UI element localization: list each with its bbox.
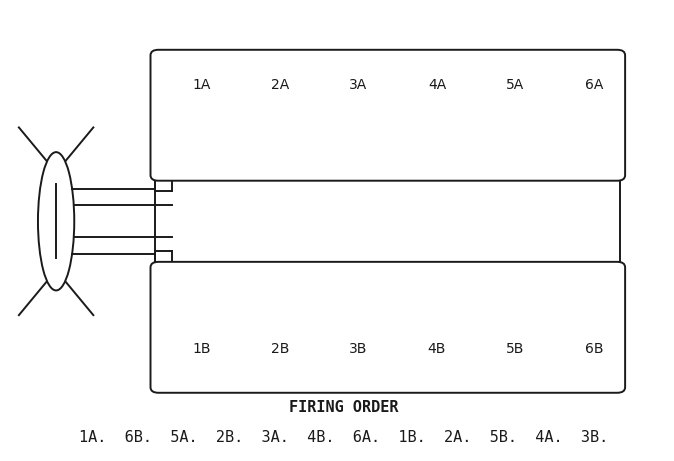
Text: 5A: 5A — [506, 78, 524, 92]
Text: 2B: 2B — [271, 342, 289, 356]
FancyBboxPatch shape — [150, 262, 625, 393]
Text: 3A: 3A — [349, 78, 367, 92]
Text: 6B: 6B — [585, 342, 603, 356]
Text: 1B: 1B — [192, 342, 210, 356]
FancyBboxPatch shape — [150, 50, 625, 181]
Text: FIRING ORDER: FIRING ORDER — [288, 401, 398, 415]
Text: 6A: 6A — [585, 78, 603, 92]
Text: 4A: 4A — [428, 78, 446, 92]
Text: 1A.  6B.  5A.  2B.  3A.  4B.  6A.  1B.  2A.  5B.  4A.  3B.: 1A. 6B. 5A. 2B. 3A. 4B. 6A. 1B. 2A. 5B. … — [79, 430, 608, 444]
Text: 5B: 5B — [506, 342, 525, 356]
Text: 4B: 4B — [428, 342, 446, 356]
Ellipse shape — [38, 152, 74, 290]
Text: 2A: 2A — [271, 78, 289, 92]
Text: 1A: 1A — [192, 78, 210, 92]
Text: 3B: 3B — [349, 342, 367, 356]
